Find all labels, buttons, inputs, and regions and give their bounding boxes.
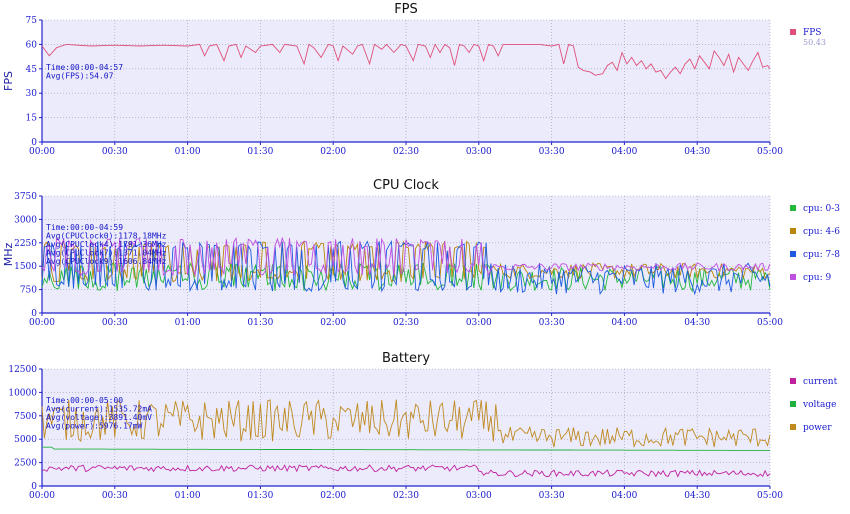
- stats-annotation: Avg(CPUClock7):1371.04MHz: [46, 249, 167, 258]
- x-tick-label: 05:00: [757, 147, 783, 157]
- stats-annotation: Avg(CPUClock0):1178.18MHz: [46, 232, 167, 241]
- legend-label: cpu: 9: [803, 273, 831, 283]
- x-tick-label: 04:00: [611, 318, 637, 328]
- stats-annotation: Avg(CPUClock4):1791.36MHz: [46, 240, 167, 249]
- x-tick-label: 00:30: [102, 491, 128, 501]
- x-tick-label: 02:30: [393, 491, 419, 501]
- x-tick-label: 04:00: [611, 147, 637, 157]
- x-tick-label: 02:30: [393, 318, 419, 328]
- legend-label: cpu: 7-8: [803, 250, 840, 260]
- y-tick-label: 2500: [14, 459, 37, 469]
- y-tick-label: 3750: [14, 192, 37, 202]
- stats-annotation: Time:00:00-05:00: [46, 396, 123, 405]
- legend-swatch: [790, 274, 796, 280]
- legend-label: current: [803, 377, 838, 387]
- chart-panel-1: CPU Clock MHz 0 750 1500 2250 3000 3750 00:00 00:…: [2, 178, 840, 328]
- legend-swatch: [790, 424, 796, 430]
- x-tick-label: 01:00: [175, 147, 201, 157]
- x-tick-label: 01:30: [247, 147, 273, 157]
- chart-title: Battery: [382, 351, 430, 366]
- x-tick-label: 03:30: [539, 318, 565, 328]
- x-tick-label: 04:30: [684, 491, 710, 501]
- legend-swatch: [790, 378, 796, 384]
- y-tick-label: 3000: [14, 215, 37, 225]
- series-line-current: [41, 464, 771, 478]
- y-axis-label: FPS: [2, 71, 15, 91]
- stats-annotation: Avg(current):1535.72mA: [46, 405, 152, 414]
- x-tick-label: 00:30: [102, 318, 128, 328]
- x-tick-label: 00:30: [102, 147, 128, 157]
- x-tick-label: 01:00: [175, 491, 201, 501]
- y-tick-label: 10000: [8, 388, 37, 398]
- series-line-cpu-0-3: [41, 261, 771, 293]
- y-tick-label: 15: [26, 114, 38, 124]
- y-tick-label: 2250: [14, 239, 37, 249]
- legend-value: 50.43: [803, 38, 826, 47]
- x-tick-label: 05:00: [757, 318, 783, 328]
- x-tick-label: 00:00: [29, 147, 55, 157]
- x-tick-label: 04:30: [684, 147, 710, 157]
- y-tick-label: 30: [26, 89, 38, 99]
- y-tick-label: 1500: [14, 262, 37, 272]
- legend-label: cpu: 4-6: [803, 227, 840, 237]
- series-line-power: [41, 399, 771, 449]
- y-tick-label: 7500: [14, 412, 37, 422]
- legend-swatch: [790, 251, 796, 257]
- y-axis-label: MHz: [2, 243, 15, 267]
- x-tick-label: 02:00: [320, 318, 346, 328]
- legend-label: FPS: [803, 28, 821, 38]
- x-tick-label: 03:00: [466, 318, 492, 328]
- x-tick-label: 03:30: [539, 491, 565, 501]
- legend-label: cpu: 0-3: [803, 204, 840, 214]
- y-tick-label: 12500: [8, 365, 37, 375]
- legend-label: power: [803, 423, 832, 433]
- x-tick-label: 00:00: [29, 318, 55, 328]
- y-tick-label: 5000: [14, 435, 37, 445]
- x-tick-label: 03:00: [466, 491, 492, 501]
- stats-annotation: Avg(power):5976.17mW: [46, 422, 143, 431]
- series-line-voltage: [42, 446, 770, 451]
- y-tick-label: 0: [31, 482, 37, 492]
- y-tick-label: 75: [26, 16, 38, 26]
- legend-swatch: [790, 228, 796, 234]
- y-tick-label: 0: [31, 138, 37, 148]
- x-tick-label: 00:00: [29, 491, 55, 501]
- x-tick-label: 01:30: [247, 318, 273, 328]
- chart-title: CPU Clock: [373, 178, 439, 193]
- stats-annotation: Avg(FPS):54.07: [46, 72, 114, 81]
- x-tick-label: 01:30: [247, 491, 273, 501]
- stats-annotation: Avg(voltage):3891.40mV: [46, 413, 152, 422]
- chart-title: FPS: [394, 2, 418, 17]
- x-tick-label: 02:00: [320, 491, 346, 501]
- y-tick-label: 60: [26, 40, 38, 50]
- legend-swatch: [790, 29, 796, 35]
- x-tick-label: 05:00: [757, 491, 783, 501]
- x-tick-label: 04:00: [611, 491, 637, 501]
- x-tick-label: 02:00: [320, 147, 346, 157]
- stats-annotation: Time:00:00-04:57: [46, 63, 123, 72]
- x-tick-label: 04:30: [684, 318, 710, 328]
- stats-annotation: Time:00:00-04:59: [46, 223, 123, 232]
- series-line-fps: [41, 43, 771, 80]
- legend-swatch: [790, 205, 796, 211]
- x-tick-label: 02:30: [393, 147, 419, 157]
- x-tick-label: 01:00: [175, 318, 201, 328]
- x-tick-label: 03:00: [466, 147, 492, 157]
- y-tick-label: 45: [26, 65, 38, 75]
- y-tick-label: 0: [31, 309, 37, 319]
- legend-label: voltage: [802, 400, 836, 410]
- chart-panel-2: Battery 0 2500 5000 7500 10000 12500 00:00 00:30…: [8, 351, 837, 501]
- x-tick-label: 03:30: [539, 147, 565, 157]
- y-tick-label: 750: [20, 286, 37, 296]
- chart-panel-0: FPS FPS 0 15 30 45 60 75 00:00 00:30 01:00 01:30 02:…: [2, 2, 826, 157]
- series-line-cpu-9: [41, 236, 771, 277]
- stats-annotation: Avg(CPUClock9):1606.84MHz: [46, 257, 167, 266]
- legend-swatch: [790, 401, 796, 407]
